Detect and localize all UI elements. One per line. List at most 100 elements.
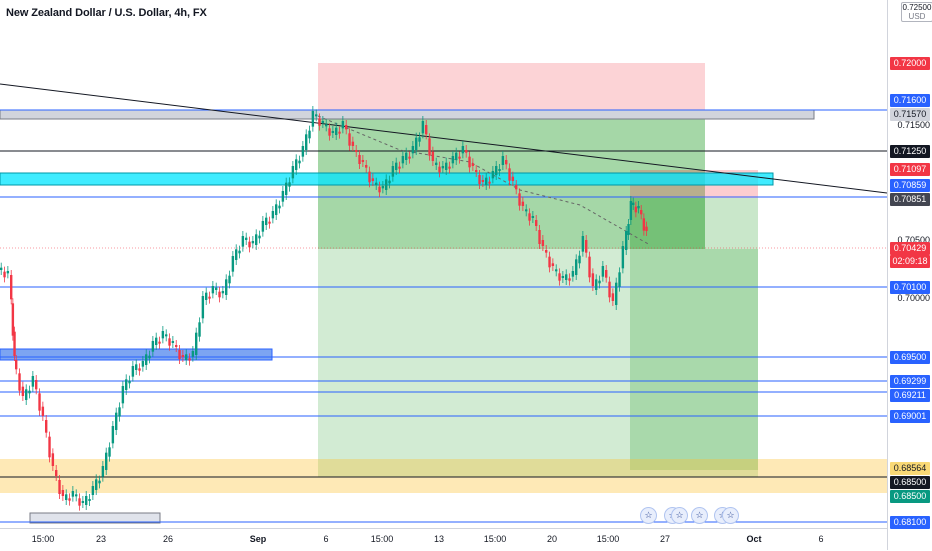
candle-body xyxy=(275,204,278,215)
price-tag[interactable]: 0.69001 xyxy=(890,410,930,423)
candle-body xyxy=(448,166,451,169)
price-tag[interactable]: 0.71600 xyxy=(890,94,930,107)
low-zone-grey[interactable] xyxy=(29,512,161,524)
candle-body xyxy=(138,368,141,371)
candle-body xyxy=(178,350,181,359)
support-zone[interactable] xyxy=(0,459,887,493)
time-label: 15:00 xyxy=(596,534,620,544)
candle-body xyxy=(221,291,225,294)
candle-body xyxy=(645,226,648,231)
candle-body xyxy=(475,170,478,172)
price-tag[interactable]: 0.70859 xyxy=(890,179,930,192)
time-label: 15:00 xyxy=(370,534,394,544)
candle-body xyxy=(238,250,241,254)
candle-body xyxy=(361,160,365,162)
candle-body xyxy=(508,168,511,181)
price-tag[interactable]: 0.70851 xyxy=(890,193,930,206)
price-tag[interactable]: 0.71570 xyxy=(890,108,930,121)
candle-body xyxy=(48,436,51,458)
price-tag[interactable]: 0.70100 xyxy=(890,281,930,294)
candle-body xyxy=(581,236,585,252)
candle-body xyxy=(248,241,251,248)
price-tag[interactable]: 0.71097 xyxy=(890,163,930,176)
candle-body xyxy=(640,210,643,215)
candle-body xyxy=(288,182,291,187)
us-flag-event-icon[interactable]: ☆ xyxy=(691,507,708,524)
candle-body xyxy=(338,131,341,134)
candle-body xyxy=(525,209,528,212)
candle-body xyxy=(88,499,91,501)
price-label: 0.71500 xyxy=(897,120,930,130)
candle-body xyxy=(398,166,401,169)
price-tag[interactable]: 0.72000 xyxy=(890,57,930,70)
candle-body xyxy=(348,133,351,146)
time-label: Oct xyxy=(746,534,762,544)
candle-body xyxy=(68,498,71,501)
us-flag-event-icon[interactable]: ☆ xyxy=(640,507,657,524)
us-flag-event-icon[interactable]: ☆ xyxy=(671,507,688,524)
time-label: 13 xyxy=(433,534,445,544)
price-tag[interactable]: 0.71250 xyxy=(890,145,930,158)
candle-body xyxy=(625,231,628,250)
candle-body xyxy=(191,351,195,357)
candle-body xyxy=(161,331,165,339)
price-tag[interactable]: 0.68564 xyxy=(890,462,930,475)
chart-area[interactable]: New Zealand Dollar / U.S. Dollar, 4h, FX… xyxy=(0,0,887,528)
candle-body xyxy=(241,236,245,247)
candle-body xyxy=(561,276,565,278)
price-tag[interactable]: 0.69211 xyxy=(890,389,930,402)
candle-body xyxy=(575,259,578,275)
candle-body xyxy=(478,175,481,184)
price-chart[interactable] xyxy=(0,0,887,528)
price-tag[interactable]: 0.69500 xyxy=(890,351,930,364)
candle-body xyxy=(61,490,65,496)
demand-zone-blue[interactable] xyxy=(0,348,273,361)
candle-body xyxy=(91,486,95,495)
candle-body xyxy=(85,496,88,505)
us-flag-event-icon[interactable]: ☆ xyxy=(722,507,739,524)
candle-body xyxy=(265,217,268,225)
candle-body xyxy=(18,373,21,391)
candle-body xyxy=(378,186,381,193)
candle-body xyxy=(228,275,231,284)
candle-body xyxy=(565,274,568,280)
candle-body xyxy=(385,179,388,190)
resistance-zone-grey[interactable] xyxy=(0,109,815,120)
price-label: 0.70000 xyxy=(897,293,930,303)
candle-body xyxy=(381,186,385,189)
trend-line[interactable] xyxy=(0,83,887,194)
candle-body xyxy=(551,263,555,266)
candle-body xyxy=(135,364,138,370)
price-tag[interactable]: 0.69299 xyxy=(890,375,930,388)
candle-body xyxy=(335,127,338,135)
candle-body xyxy=(205,292,208,300)
candle-body xyxy=(438,166,441,173)
price-tag[interactable]: 0.68500 xyxy=(890,490,930,503)
price-tag[interactable]: 0.68100 xyxy=(890,516,930,529)
candle-body xyxy=(218,291,221,298)
price-tag[interactable]: 0.70429 xyxy=(890,242,930,255)
currency-label[interactable]: 0.72500 USD xyxy=(901,2,932,22)
candle-body xyxy=(321,121,325,123)
candle-body xyxy=(451,156,455,164)
candle-body xyxy=(308,130,311,139)
candle-body xyxy=(408,156,411,159)
price-tag[interactable]: 02:09:18 xyxy=(890,255,930,268)
time-axis[interactable]: 15:00 23 26 Sep 6 15:00 13 15:00 20 15:0… xyxy=(0,528,887,551)
candle-body xyxy=(318,118,321,126)
stop-loss-zone[interactable] xyxy=(318,63,705,116)
price-tag[interactable]: 0.68500 xyxy=(890,476,930,489)
candle-body xyxy=(598,280,601,284)
candle-body xyxy=(355,150,358,152)
candle-body xyxy=(601,266,605,277)
candle-body xyxy=(21,386,25,396)
candle-body xyxy=(488,181,491,184)
candle-body xyxy=(141,361,145,367)
candle-body xyxy=(627,224,630,235)
price-axis[interactable]: 0.72500 USD 0.71500 0.70500 0.70000 0.72… xyxy=(887,0,932,550)
time-label: 6 xyxy=(323,534,329,544)
candle-body xyxy=(578,255,581,264)
take-profit-zone-secondary[interactable] xyxy=(630,198,758,470)
candle-body xyxy=(315,114,318,117)
candle-body xyxy=(131,366,135,377)
